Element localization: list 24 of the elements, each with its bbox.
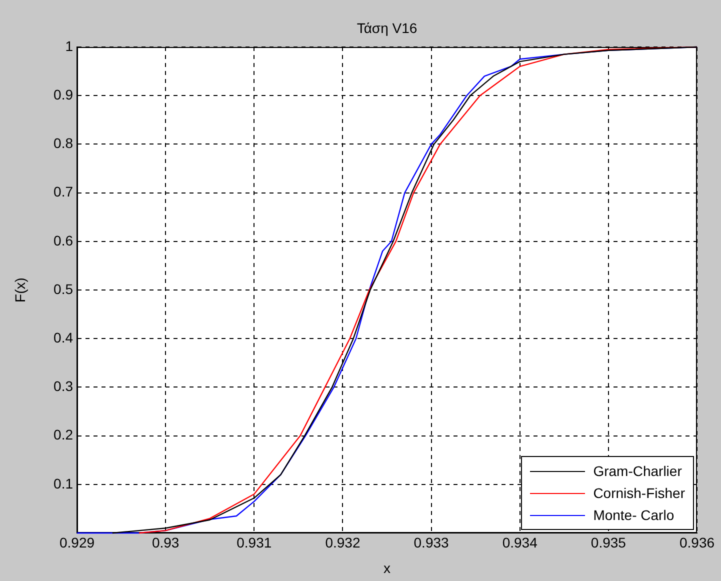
x-tick-label: 0.933 (414, 534, 450, 550)
y-tick-label: 0.4 (54, 329, 74, 346)
x-tick-label: 0.929 (59, 534, 95, 550)
legend-label: Monte- Carlo (593, 507, 674, 523)
y-tick-label: 0.1 (54, 475, 74, 492)
y-tick-label: 1 (65, 38, 74, 54)
legend-label: Cornish-Fisher (593, 485, 685, 501)
legend-label: Gram-Charlier (593, 463, 682, 479)
x-tick-label: 0.93 (152, 534, 180, 550)
y-tick-label: 0.9 (54, 86, 74, 102)
y-tick-label: 0.6 (54, 232, 74, 248)
chart-title: Τάση V16 (356, 20, 418, 36)
x-tick-label: 0.936 (679, 534, 715, 550)
x-tick-label: 0.934 (502, 534, 538, 550)
x-tick-label: 0.932 (325, 534, 360, 550)
x-tick-label: 0.935 (590, 534, 626, 550)
x-axis-title: x (384, 560, 390, 576)
x-tick-label: 0.931 (236, 534, 272, 550)
y-axis-title: F(x) (12, 278, 28, 302)
y-tick-label: 0.2 (54, 426, 74, 443)
y-tick-label: 0.8 (54, 135, 74, 152)
y-tick-label: 0.5 (54, 280, 74, 297)
y-tick-label: 0.7 (54, 184, 74, 200)
y-tick-label: 0.3 (54, 378, 74, 394)
